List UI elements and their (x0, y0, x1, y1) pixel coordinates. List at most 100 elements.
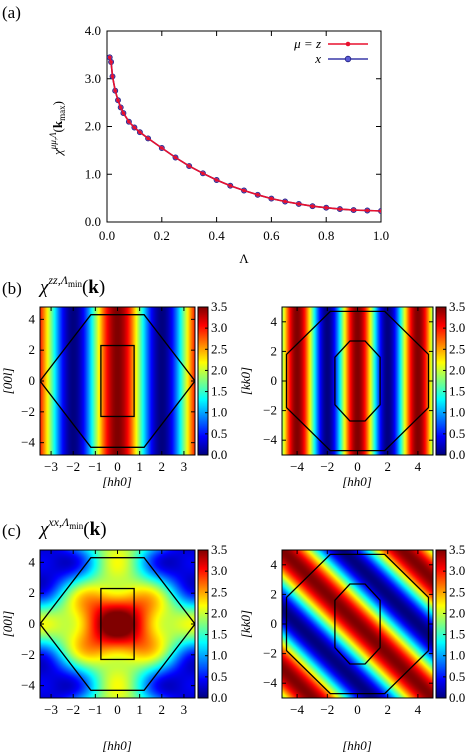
panel-a-x-ticks: 0.0 0.2 0.4 0.6 0.8 1.0 (99, 31, 389, 243)
panel-a-xtick-label: 0.6 (263, 228, 280, 243)
colorbar-tick-label: 2.5 (211, 584, 227, 599)
heatmap-xtick-label: −2 (320, 459, 334, 474)
series-point (132, 125, 137, 130)
colorbar-frame-b-left (197, 306, 209, 456)
legend-label-x: x (314, 51, 321, 66)
colorbar-tick-label: 3.5 (211, 299, 227, 314)
ylabel-b-left: [00l] (0, 368, 15, 395)
heatmap-xtick-label: −1 (88, 459, 102, 474)
colorbar-tick-label: 1.5 (449, 627, 465, 642)
panel-a-xlabel: Λ (239, 251, 249, 266)
colorbar-ticks-b-left: 0.0 0.5 1.0 1.5 2.0 2.5 3.0 3.5 (205, 299, 227, 462)
legend-label-z: μ = z (293, 36, 321, 51)
panel-a-ytick-label: 4.0 (85, 23, 101, 38)
heatmap-ytick-label: −2 (21, 404, 35, 419)
heatmap-ytick-label: 2 (29, 342, 36, 357)
series-point (127, 119, 131, 124)
heatmap-ytick-label: 4 (29, 554, 36, 569)
colorbar-tick-label: 1.5 (211, 627, 227, 642)
colorbar-c-right (436, 550, 446, 698)
panel-c-title: χxx,Λmin(k) (38, 515, 107, 540)
brillouin-outer-c-left (40, 557, 195, 691)
panel-b-title: χzz,Λmin(k) (38, 273, 105, 298)
colorbar-b-left (198, 307, 208, 455)
heatmap-xtick-label: −4 (290, 702, 304, 717)
heatmap-xtick-label: 0 (354, 459, 361, 474)
colorbar-tick-label: 1.5 (211, 384, 227, 399)
heatmap-c-left (40, 550, 195, 698)
ticks-y-b-right: −4 −2 0 2 4 (263, 314, 433, 447)
heatmap-xtick-label: 0 (114, 702, 121, 717)
series-point (297, 202, 301, 206)
brillouin-inner-c-left (100, 587, 135, 661)
heatmap-xtick-label: −3 (44, 702, 58, 717)
heatmap-ytick-label: 2 (29, 585, 36, 600)
heatmap-ytick-label: −2 (263, 646, 277, 661)
panel-a-ytick-label: 2.0 (85, 119, 101, 134)
colorbar-tick-label: 2.5 (211, 341, 227, 356)
heatmap-xtick-label: 4 (415, 702, 422, 717)
colorbar-tick-label: 0.0 (449, 690, 465, 705)
series-point (269, 196, 274, 201)
colorbar-tick-label: 0.0 (211, 690, 227, 705)
heatmap-xtick-label: 2 (384, 702, 391, 717)
colorbar-tick-label: 0.0 (449, 447, 465, 462)
series-point (118, 105, 123, 110)
brillouin-inner-b-right (334, 340, 381, 422)
series-point (324, 205, 329, 210)
panel-c-right: −4 −2 0 2 4 −4 −2 0 2 4 [hh0] [kk0] 0.0 0.5 1.0 1.5… (238, 542, 465, 753)
brillouin-inner-c-right (334, 583, 381, 665)
brillouin-inner-b-left (100, 344, 135, 418)
panel-c-label: (c) (2, 521, 21, 540)
heatmap-xtick-label: 1 (136, 702, 143, 717)
legend-marker-x (344, 55, 352, 63)
colorbar-ticks-c-left: 0.0 0.5 1.0 1.5 2.0 2.5 3.0 3.5 (205, 542, 227, 705)
heatmap-ytick-label: −4 (21, 678, 35, 693)
panel-a-xtick-label: 0.8 (318, 228, 334, 243)
heatmap-ytick-label: −2 (263, 403, 277, 418)
colorbar-b-right (436, 307, 446, 455)
panel-a-xtick-label: 0.0 (99, 228, 115, 243)
series-point (113, 88, 117, 93)
heatmap-ytick-label: 0 (29, 616, 36, 631)
xlabel-c-right: [hh0] (342, 738, 372, 753)
panel-a-label: (a) (2, 3, 21, 22)
ticks-x-c-left: −3 −2 −1 0 1 2 3 (44, 550, 187, 717)
series-point (107, 55, 112, 60)
colorbar-tick-label: 1.5 (449, 384, 465, 399)
panel-a-chart: 0.0 0.2 0.4 0.6 0.8 1.0 0.0 1.0 2.0 3.0 4.0 μ = z… (48, 23, 389, 266)
colorbar-tick-label: 1.0 (449, 405, 465, 420)
heatmap-ytick-label: 4 (271, 557, 278, 572)
heatmap-xtick-label: −2 (320, 702, 334, 717)
heatmap-xtick-label: 3 (181, 702, 188, 717)
colorbar-tick-label: 1.0 (449, 648, 465, 663)
ylabel-c-left: [00l] (0, 611, 15, 638)
series-z-line (108, 57, 381, 212)
heatmap-ytick-label: −4 (263, 675, 277, 690)
series-point (214, 178, 219, 182)
heatmap-ytick-label: 0 (271, 373, 278, 388)
heatmap-xtick-label: −2 (66, 702, 80, 717)
series-point (255, 193, 260, 197)
ylabel-c-right: [kk0] (238, 610, 253, 638)
heatmap-b-right (282, 307, 433, 455)
heatmap-xtick-label: 2 (159, 702, 166, 717)
heatmap-xtick-label: 2 (159, 459, 166, 474)
svg-text:χxx,Λmin(k): χxx,Λmin(k) (38, 515, 107, 540)
heatmap-xtick-label: 2 (384, 459, 391, 474)
heatmap-ytick-label: 2 (271, 586, 278, 601)
colorbar-frame-c-right (435, 549, 447, 699)
xlabel-b-right: [hh0] (342, 474, 372, 489)
colorbar-tick-label: 2.0 (449, 362, 465, 377)
ticks-y-c-right: −4 −2 0 2 4 (263, 557, 433, 690)
colorbar-tick-label: 3.0 (449, 320, 465, 335)
colorbar-ticks-c-right: 0.0 0.5 1.0 1.5 2.0 2.5 3.0 3.5 (443, 542, 465, 705)
panel-a-ytick-label: 1.0 (85, 166, 101, 181)
xlabel-c-left: [hh0] (102, 738, 132, 753)
legend: μ = z x (293, 36, 368, 66)
heatmap-xtick-label: −2 (66, 459, 80, 474)
heatmap-ytick-label: −4 (263, 432, 277, 447)
series-point (242, 188, 246, 193)
colorbar-tick-label: 2.5 (449, 584, 465, 599)
